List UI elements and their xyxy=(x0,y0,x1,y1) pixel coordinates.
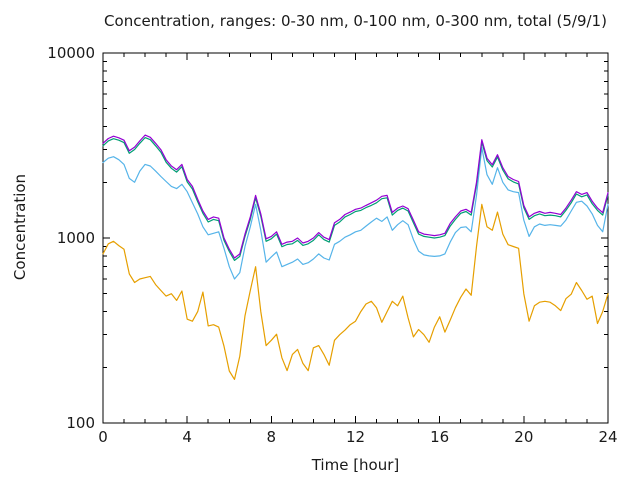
x-tick-label: 24 xyxy=(598,428,617,446)
y-tick-label: 100 xyxy=(66,414,95,432)
x-tick-label: 16 xyxy=(430,428,449,446)
x-tick-label: 8 xyxy=(267,428,277,446)
y-tick-label: 10000 xyxy=(47,44,95,62)
series-line-0-30nm xyxy=(102,203,609,380)
x-tick-label: 4 xyxy=(182,428,192,446)
plot-border xyxy=(102,52,609,424)
x-tick-label: 20 xyxy=(514,428,533,446)
y-tick-label: 1000 xyxy=(57,229,95,247)
chart-title: Concentration, ranges: 0-30 nm, 0-100 nm… xyxy=(104,12,607,30)
series-line-0-100nm xyxy=(102,147,609,280)
series-line-total xyxy=(102,134,609,259)
x-axis-label: Time [hour] xyxy=(311,456,400,474)
series-line-0-300nm xyxy=(102,137,609,261)
x-tick-label: 12 xyxy=(346,428,365,446)
x-tick-label: 0 xyxy=(98,428,108,446)
